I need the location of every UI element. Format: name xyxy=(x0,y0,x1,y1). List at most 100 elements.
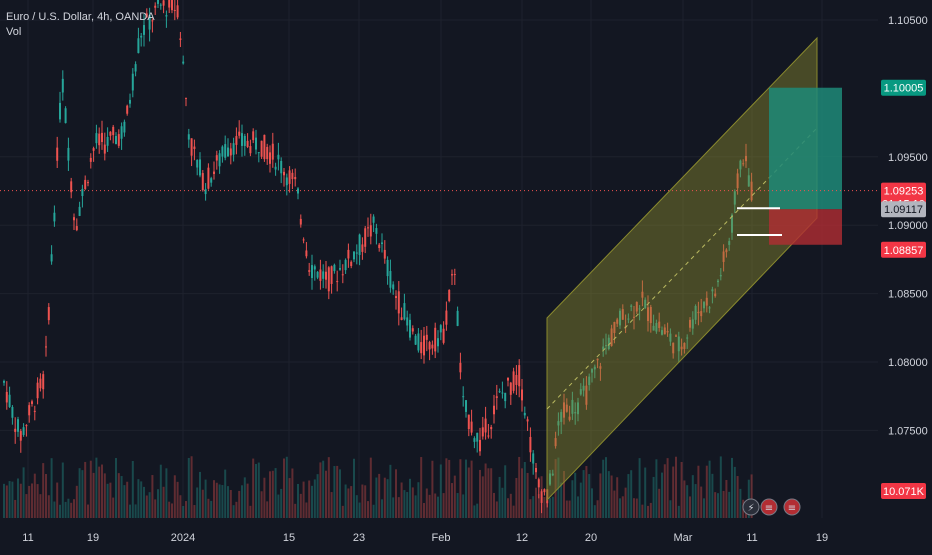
volume-bar xyxy=(47,495,50,518)
candle-body xyxy=(229,148,232,156)
volume-bar xyxy=(560,482,563,518)
volume-bar xyxy=(347,488,350,518)
lightning-icon[interactable]: ⚡ xyxy=(742,498,760,516)
volume-bar xyxy=(350,486,353,518)
volume-bar xyxy=(50,458,53,518)
candle xyxy=(680,338,683,356)
candle-body xyxy=(512,371,515,391)
volume-bar xyxy=(509,493,512,518)
candle-body xyxy=(274,166,277,170)
candle xyxy=(658,312,661,332)
volume-bar xyxy=(722,490,725,518)
candle xyxy=(327,266,330,300)
candle xyxy=(445,301,448,331)
symbol-title[interactable]: Euro / U.S. Dollar, 4h, OANDA xyxy=(6,11,155,23)
candle xyxy=(5,381,8,410)
candle xyxy=(103,132,106,161)
candle-body xyxy=(554,438,557,447)
volume-badge-box xyxy=(881,483,926,499)
volume-bar xyxy=(504,465,507,518)
candle-body xyxy=(280,160,283,174)
volume-bar xyxy=(313,479,316,518)
volume-bar xyxy=(355,495,358,518)
candle xyxy=(157,0,159,9)
volume-bar xyxy=(423,503,425,518)
candle xyxy=(229,142,232,165)
candle-body xyxy=(635,302,638,312)
candle-body xyxy=(529,436,532,453)
candle-body xyxy=(249,146,252,154)
candle-body xyxy=(283,171,285,176)
candle-body xyxy=(162,0,165,6)
candle xyxy=(381,233,383,253)
volume-bar xyxy=(269,471,271,518)
candle xyxy=(406,310,409,332)
candle xyxy=(543,488,546,496)
candle-body xyxy=(129,99,131,104)
candle xyxy=(616,317,619,327)
candle-body xyxy=(109,131,112,136)
candle-body xyxy=(445,310,448,325)
volume-bar xyxy=(361,484,364,518)
candle xyxy=(529,427,532,462)
volume-bar xyxy=(431,460,434,518)
volume-bar xyxy=(42,463,45,518)
volume-bar xyxy=(498,476,501,518)
volume-bar xyxy=(551,496,554,518)
candle xyxy=(47,303,50,325)
volume-bar xyxy=(689,496,691,518)
volume-bar xyxy=(103,473,106,518)
volume-bar xyxy=(229,490,232,518)
candle-body xyxy=(591,369,593,373)
us-flag-icon[interactable]: ≡ xyxy=(760,498,778,516)
us-flag-icon[interactable]: ≡ xyxy=(783,498,801,516)
volume-bar xyxy=(445,458,448,518)
volume-bar xyxy=(5,485,8,518)
volume-bar xyxy=(493,492,495,518)
volume-bar xyxy=(481,476,484,518)
candle xyxy=(392,281,395,295)
candle xyxy=(635,301,638,314)
volume-bar xyxy=(383,477,386,518)
candle-body xyxy=(313,266,316,270)
volume-bar xyxy=(243,477,246,518)
candle xyxy=(666,322,669,337)
volume-bar xyxy=(467,467,470,518)
candle xyxy=(22,423,25,437)
candle xyxy=(647,295,649,332)
candle-body xyxy=(347,249,350,259)
volume-bar xyxy=(162,486,165,518)
candle-body xyxy=(372,216,375,223)
volume-bar xyxy=(397,497,400,518)
candle-body xyxy=(260,140,263,157)
candle-body xyxy=(355,252,358,254)
candle-body xyxy=(414,335,417,345)
candle-body xyxy=(381,242,383,245)
candle xyxy=(372,214,375,233)
volume-bar xyxy=(652,476,655,518)
volume-bar xyxy=(288,478,291,518)
volume-bar xyxy=(101,464,103,518)
candle xyxy=(537,477,540,499)
volume-bar xyxy=(151,475,154,518)
candle-body xyxy=(462,396,465,398)
candle-body xyxy=(291,172,294,180)
volume-bar xyxy=(64,501,67,518)
candle xyxy=(154,2,157,15)
volume-bar xyxy=(392,497,395,518)
time-tick-label: 12 xyxy=(516,532,528,544)
candle xyxy=(25,424,28,437)
volume-bar xyxy=(358,502,361,518)
volume-bar xyxy=(3,483,5,518)
candle xyxy=(243,133,246,156)
volume-bar xyxy=(381,499,383,518)
candle xyxy=(498,388,501,393)
volume-indicator-label[interactable]: Vol xyxy=(6,26,22,38)
volume-bar xyxy=(59,504,61,518)
candle xyxy=(403,293,406,321)
candle xyxy=(557,412,560,436)
candle-body xyxy=(666,330,669,333)
candle xyxy=(453,268,456,285)
